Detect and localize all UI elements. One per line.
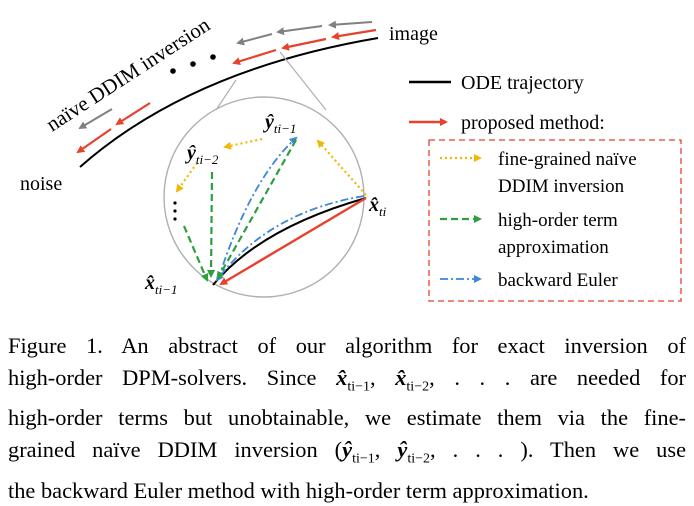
caption-line-4: grained naïve DDIM inversion (ŷti−1, ŷti…: [8, 434, 686, 475]
inner-high-order-arrow-1: [217, 139, 297, 280]
label-y-ti-minus-2: ŷti−2: [185, 142, 219, 167]
inner-proposed-arrow: [219, 196, 367, 286]
caption-line-2-text-a: high-order DPM-solvers. Since: [8, 364, 337, 390]
legend-fine-grained-label-1: fine-grained naïve: [498, 149, 637, 170]
inner-ode-curve: [212, 197, 367, 286]
label-x-ti-minus-1: x̂ti−1: [144, 272, 178, 297]
caption-y-ti-minus-2: ŷ: [397, 436, 408, 462]
ode-trajectory-curve: [79, 37, 379, 168]
legend-high-order-label-1: high-order term: [498, 210, 618, 231]
inner-backward-euler-line: [217, 136, 298, 281]
legend-high-order-label-2: approximation: [498, 237, 609, 258]
caption-y-ti-minus-2-sub: ti−2: [407, 451, 431, 467]
caption-line-1: Figure 1. An abstract of our algorithm f…: [8, 333, 686, 358]
caption-line-4-text-b: , . . . ). Then we use: [430, 436, 687, 462]
legend-ode-label: ODE trajectory: [461, 72, 584, 94]
zoom-circle: [163, 96, 365, 298]
inversion-diagram: naïve DDIM inversion image noise x̂ti x̂…: [20, 12, 682, 302]
caption-line-2: high-order DPM-solvers. Since x̂ti−1, x̂…: [8, 362, 686, 403]
inner-fine-grained-arrow-2: [223, 137, 263, 150]
noise-label: noise: [20, 173, 62, 195]
inner-high-order-arrow-2: [207, 171, 216, 278]
label-x-ti: x̂ti: [368, 194, 387, 219]
caption-line-2-sep: ,: [370, 364, 396, 390]
caption-x-ti-minus-2: x̂: [395, 364, 407, 390]
inner-vertical-dots: [173, 201, 177, 221]
inner-high-order-arrow-3: [182, 225, 209, 282]
legend: ODE trajectory proposed method: fine-gra…: [409, 72, 682, 302]
proposed-arrows: [76, 28, 377, 154]
legend-fine-grained-label-2: DDIM inversion: [498, 176, 625, 197]
caption-x-ti-minus-2-sub: ti−2: [406, 378, 430, 394]
inner-backward-euler-curve: [215, 195, 365, 282]
inner-fine-grained-arrow-1: [316, 139, 367, 196]
inner-fine-grained-arrow-3: [175, 162, 198, 193]
caption-y-ti-minus-1: ŷ: [342, 436, 353, 462]
naive-ddim-arrows: [78, 20, 373, 130]
figure-caption: Figure 1. An abstract of our algorithm f…: [8, 330, 686, 506]
zoom-line-left: [215, 79, 237, 111]
legend-method-box: [428, 139, 682, 302]
caption-line-2-text-b: , . . . are needed for: [429, 364, 687, 390]
label-y-ti-minus-1: ŷti−1: [263, 111, 296, 136]
legend-backward-euler-label: backward Euler: [498, 270, 618, 291]
caption-line-4-text-a: grained naïve DDIM inversion (: [8, 436, 343, 462]
caption-x-ti-minus-1-sub: ti−1: [347, 378, 370, 394]
caption-line-4-sep: ,: [374, 436, 398, 462]
image-label: image: [389, 23, 438, 45]
zoom-line-right: [279, 51, 327, 111]
caption-x-ti-minus-1: x̂: [336, 364, 348, 390]
ellipsis-dots: [170, 54, 216, 74]
legend-proposed-label: proposed method:: [461, 112, 605, 134]
caption-y-ti-minus-1-sub: ti−1: [352, 451, 375, 467]
caption-line-3: high-order terms but unobtainable, we es…: [8, 405, 686, 431]
caption-line-5: the backward Euler method with high-orde…: [8, 477, 589, 503]
